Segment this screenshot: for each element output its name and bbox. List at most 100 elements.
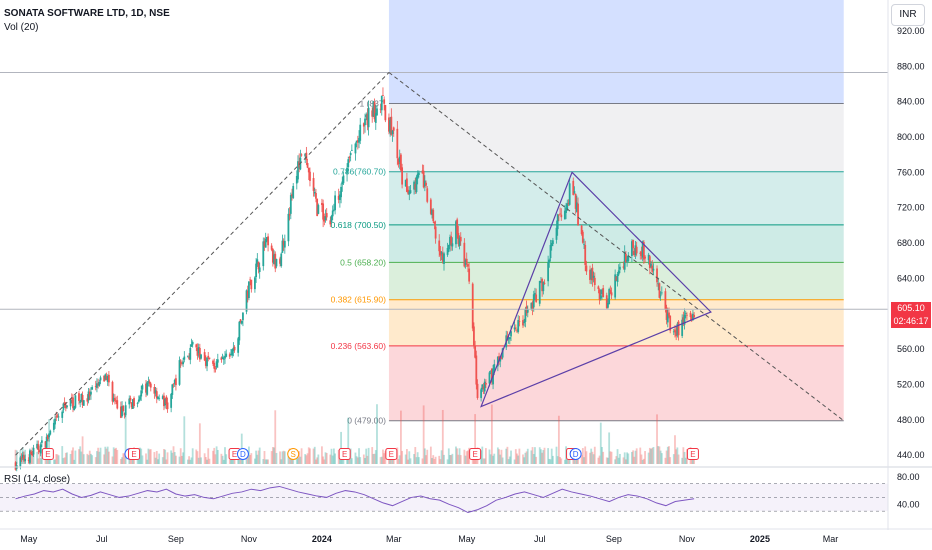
volume-bar	[524, 452, 527, 464]
price-tick-label: 760.00	[897, 167, 925, 177]
volume-bar	[178, 456, 181, 464]
candle-body	[572, 180, 575, 195]
volume-indicator-label[interactable]: Vol (20)	[4, 22, 39, 33]
candle-body	[689, 312, 692, 318]
volume-bar	[264, 459, 267, 464]
candle-body	[531, 302, 534, 309]
volume-bar	[630, 451, 633, 464]
candle-body	[408, 191, 411, 195]
candle-body	[116, 400, 119, 409]
candle-body	[267, 236, 269, 246]
price-tick-label: 640.00	[897, 273, 925, 283]
volume-bar	[203, 453, 206, 464]
volume-bar	[590, 448, 593, 464]
volume-bar	[14, 449, 17, 464]
volume-bar	[446, 459, 449, 464]
candle-body	[154, 390, 157, 394]
volume-bar	[73, 459, 76, 464]
candle-body	[91, 387, 94, 390]
volume-bar	[514, 449, 517, 464]
volume-bar	[307, 447, 310, 464]
volume-bar	[331, 455, 334, 464]
rsi-indicator-label[interactable]: RSI (14, close)	[4, 474, 71, 485]
volume-bar	[279, 451, 281, 464]
candle-body	[391, 130, 394, 134]
volume-bar	[640, 454, 643, 464]
candle-body	[173, 379, 176, 384]
volume-bar	[627, 453, 630, 464]
candle-body	[66, 405, 68, 408]
event-marker-E	[385, 448, 398, 460]
candle-body	[690, 316, 693, 320]
candle-body	[36, 443, 38, 449]
candle-body	[172, 383, 175, 385]
fib-label-0.5: 0.5 (658.20)	[340, 257, 386, 267]
candle-body	[684, 312, 687, 314]
candle-body	[598, 289, 601, 300]
volume-bar	[598, 455, 601, 464]
candle-body	[542, 282, 545, 292]
volume-bar	[547, 448, 550, 464]
candle-body	[608, 289, 611, 305]
volume-bar	[90, 453, 92, 464]
candle-body	[683, 314, 686, 325]
volume-bar	[496, 447, 499, 464]
volume-bar	[591, 451, 594, 464]
candle-body	[489, 370, 492, 372]
candle-body	[396, 128, 399, 159]
volume-bar	[400, 410, 402, 464]
candle-body	[422, 170, 425, 188]
candle-body	[692, 313, 694, 321]
candle-body	[651, 265, 654, 272]
candle-body	[677, 321, 680, 336]
volume-bar	[374, 450, 377, 464]
candle-body	[233, 346, 236, 351]
candle-body	[641, 241, 644, 258]
candle-body	[175, 378, 177, 386]
volume-bar	[510, 450, 512, 464]
volume-bar	[560, 458, 563, 464]
candle-body	[471, 283, 474, 329]
time-tick-label: Jul	[534, 534, 546, 544]
volume-bar	[128, 457, 131, 464]
volume-bar	[154, 457, 157, 464]
volume-bar	[304, 454, 307, 464]
volume-bar	[441, 409, 444, 464]
candle-body	[642, 242, 645, 260]
volume-bar	[103, 454, 106, 464]
volume-bar	[171, 452, 174, 464]
volume-bar	[86, 453, 89, 464]
candle-body	[404, 179, 407, 187]
event-marker-label: E	[342, 450, 347, 459]
volume-bar	[610, 451, 613, 464]
candle-body	[501, 348, 504, 358]
candle-body	[264, 238, 267, 248]
time-tick-label: May	[20, 534, 38, 544]
volume-bar	[526, 448, 529, 464]
currency-selector[interactable]: INR	[891, 4, 925, 26]
candle-body	[382, 95, 384, 96]
candle-body	[483, 381, 486, 392]
volume-bar	[225, 454, 228, 464]
volume-bar	[250, 453, 253, 464]
volume-bar	[91, 455, 94, 464]
volume-bar	[54, 459, 56, 464]
fib-label-0: 0 (479.00)	[347, 416, 386, 426]
candle-body	[640, 251, 643, 256]
volume-bar	[37, 458, 40, 464]
candle-body	[488, 372, 491, 384]
candle-body	[283, 240, 286, 248]
candle-body	[212, 360, 214, 364]
candle-body	[73, 406, 76, 411]
candle-body	[170, 394, 173, 408]
volume-bar	[608, 432, 611, 464]
volume-bar	[548, 458, 551, 464]
candle-body	[221, 357, 224, 360]
candle-body	[467, 264, 469, 267]
event-marker-E	[686, 448, 699, 460]
candle-body	[279, 258, 281, 264]
candle-body	[130, 402, 133, 408]
volume-bar	[581, 448, 584, 464]
volume-bar	[325, 453, 328, 464]
